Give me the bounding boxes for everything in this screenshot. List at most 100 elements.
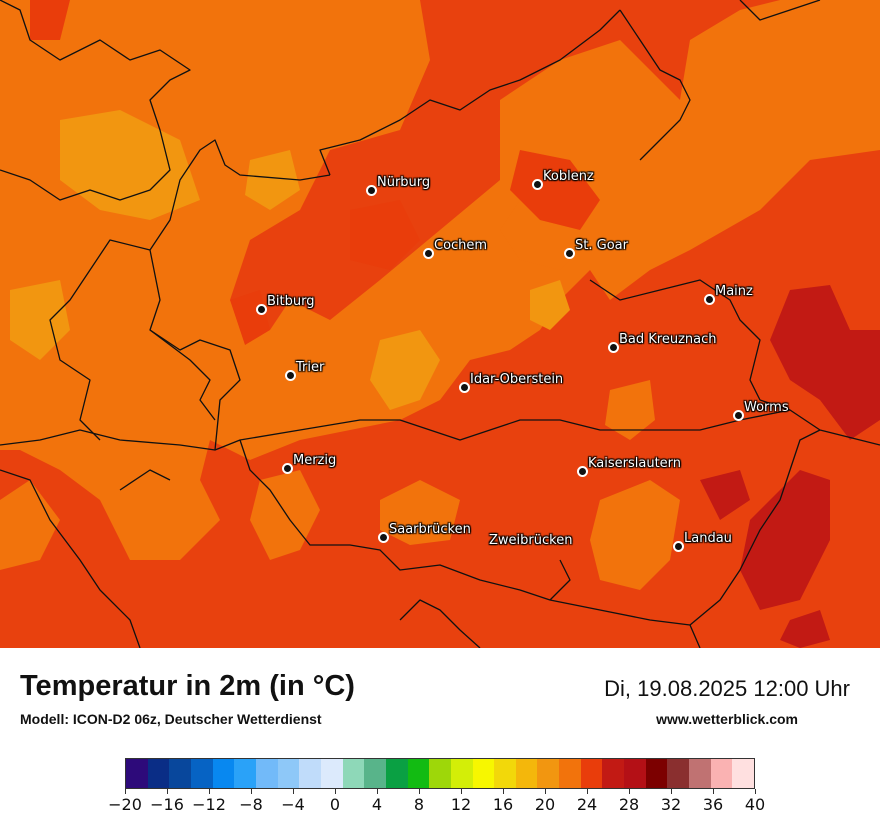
tick-label: 8: [413, 795, 425, 814]
tick-mark: [209, 789, 210, 794]
color-scale-legend: [125, 758, 755, 789]
tick-mark: [587, 789, 588, 794]
color-swatch: [689, 759, 711, 788]
color-swatch: [212, 759, 235, 788]
dark-red-temperature-areas: [700, 285, 880, 648]
temperature-map: Nürburg Koblenz Cochem St. Goar Mainz Bi…: [0, 0, 880, 648]
tick-label: −8: [239, 795, 263, 814]
city-dot: [255, 303, 267, 315]
color-swatch: [732, 759, 755, 788]
tick-mark: [713, 789, 714, 794]
color-swatch: [364, 759, 386, 788]
tick-label: 12: [450, 795, 472, 814]
color-swatch: [299, 759, 321, 788]
city-dot: [284, 369, 296, 381]
border-lines: [0, 0, 880, 648]
city-marker: Mainz: [703, 284, 753, 305]
color-swatch: [320, 759, 343, 788]
city-label: Trier: [296, 360, 325, 375]
city-dot: [703, 293, 715, 305]
tick-label: 28: [618, 795, 640, 814]
color-swatch: [580, 759, 603, 788]
city-marker: Bitburg: [255, 294, 315, 315]
city-dot: [458, 381, 470, 393]
tick-label: 16: [492, 795, 514, 814]
color-swatch: [147, 759, 170, 788]
tick-mark: [671, 789, 672, 794]
tick-mark: [377, 789, 378, 794]
tick-label: −20: [108, 795, 142, 814]
color-swatch: [602, 759, 625, 788]
city-dot: [672, 540, 684, 552]
city-marker: Cochem: [422, 238, 487, 259]
city-marker: Nürburg: [365, 175, 430, 196]
tick-mark: [419, 789, 420, 794]
city-label: Saarbrücken: [389, 522, 471, 537]
color-swatch: [450, 759, 473, 788]
city-label: St. Goar: [575, 238, 628, 253]
tick-label: −4: [281, 795, 305, 814]
city-marker: Bad Kreuznach: [607, 332, 717, 353]
city-label: Merzig: [293, 453, 337, 468]
city-marker: Koblenz: [531, 169, 594, 190]
tick-label: 0: [329, 795, 341, 814]
color-swatch: [277, 759, 300, 788]
map-title: Temperatur in 2m (in °C): [20, 670, 355, 702]
city-label: Zweibrücken: [489, 533, 573, 548]
tick-mark: [125, 789, 126, 794]
city-marker: Worms: [732, 400, 789, 421]
color-swatch: [472, 759, 495, 788]
tick-label: 40: [744, 795, 766, 814]
color-swatch: [494, 759, 516, 788]
tick-mark: [755, 789, 756, 794]
tick-label: 4: [371, 795, 383, 814]
city-label: Bad Kreuznach: [619, 332, 717, 347]
color-swatch: [169, 759, 191, 788]
color-scale-ticks: −20 −16 −12 −8 −4 0 4 8 12 16 20 24 28 32 36 40: [108, 789, 765, 819]
tick-mark: [167, 789, 168, 794]
tick-mark: [293, 789, 294, 794]
city-label: Mainz: [715, 284, 753, 299]
color-swatch: [234, 759, 256, 788]
red-temperature-areas: [30, 0, 600, 345]
city-marker: Kaiserslautern: [576, 456, 681, 477]
color-swatch: [645, 759, 668, 788]
tick-mark: [629, 789, 630, 794]
city-marker: St. Goar: [563, 238, 628, 259]
city-dot: [377, 531, 389, 543]
color-swatch: [537, 759, 560, 788]
color-swatch: [624, 759, 646, 788]
city-marker: Trier: [284, 360, 324, 381]
tick-mark: [251, 789, 252, 794]
city-dot: [732, 409, 744, 421]
city-label: Worms: [744, 400, 789, 415]
color-swatch: [190, 759, 213, 788]
color-swatch: [429, 759, 451, 788]
website-link[interactable]: www.wetterblick.com: [656, 711, 798, 727]
city-dot: [531, 178, 543, 190]
color-swatch: [255, 759, 278, 788]
city-dot: [607, 341, 619, 353]
color-swatch: [710, 759, 733, 788]
color-swatch: [385, 759, 408, 788]
city-marker: Merzig: [281, 453, 336, 474]
model-info: Modell: ICON-D2 06z, Deutscher Wetterdie…: [20, 711, 322, 727]
city-dot: [422, 247, 434, 259]
tick-mark: [545, 789, 546, 794]
tick-label: 20: [534, 795, 556, 814]
tick-label: 36: [702, 795, 724, 814]
city-label: Bitburg: [267, 294, 315, 309]
city-dot: [281, 462, 293, 474]
city-marker: Idar-Oberstein: [458, 372, 563, 393]
city-label: Nürburg: [377, 175, 431, 190]
city-label: Idar-Oberstein: [470, 372, 564, 387]
color-swatch: [515, 759, 538, 788]
color-swatch: [559, 759, 581, 788]
tick-label: 32: [660, 795, 682, 814]
color-swatch: [126, 759, 148, 788]
city-marker: Landau: [672, 531, 732, 552]
city-label: Koblenz: [543, 169, 594, 184]
city-dot: [576, 465, 588, 477]
city-label: Cochem: [434, 238, 488, 253]
tick-mark: [503, 789, 504, 794]
